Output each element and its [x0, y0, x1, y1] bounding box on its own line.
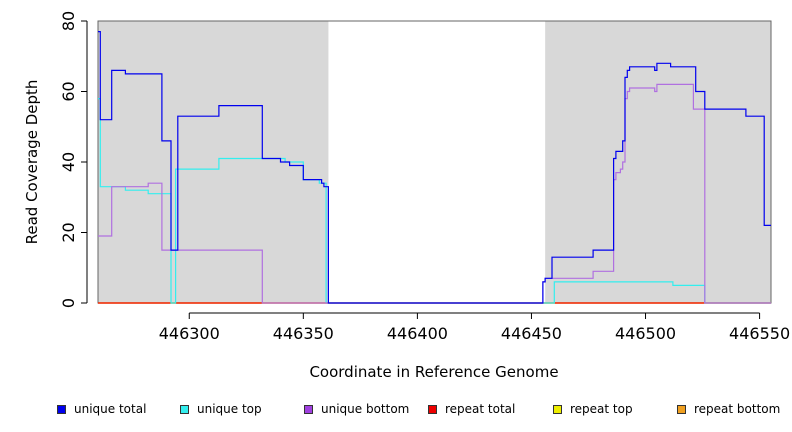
y-tick-label: 0 [59, 298, 78, 308]
legend-label: unique total [74, 402, 147, 416]
series-lines [98, 31, 771, 304]
x-tick-label: 446400 [387, 324, 448, 343]
shaded-region [545, 21, 771, 303]
legend-label: unique bottom [321, 402, 410, 416]
x-tick-label: 446500 [615, 324, 676, 343]
y-tick-label: 40 [59, 152, 78, 172]
series-line-unique-top [98, 97, 771, 304]
legend-swatch [304, 404, 313, 414]
series-line-unique-bottom [98, 83, 771, 304]
legend-item-repeat-bottom: repeat bottom [677, 400, 780, 418]
y-tick-label: 80 [59, 11, 78, 31]
legend-label: unique top [197, 402, 262, 416]
legend-item-unique-top: unique top [180, 400, 262, 418]
legend-item-repeat-total: repeat total [428, 400, 515, 418]
y-axis: 0 20 40 60 80 [59, 11, 88, 308]
legend-item-repeat-top: repeat top [553, 400, 633, 418]
x-tick-label: 446550 [729, 324, 790, 343]
legend-label: repeat total [445, 402, 516, 416]
x-tick-label: 446450 [501, 324, 562, 343]
legend-item-unique-total: unique total [57, 400, 146, 418]
legend-swatch [677, 404, 686, 414]
legend-swatch [180, 404, 189, 414]
series-line-unique-total [98, 31, 771, 304]
legend-swatch [428, 404, 437, 414]
y-tick-label: 20 [59, 222, 78, 242]
legend-swatch [57, 404, 66, 414]
y-tick-label: 60 [59, 81, 78, 101]
x-axis-title: Coordinate in Reference Genome [309, 363, 558, 381]
legend: unique total unique top unique bottom re… [0, 400, 792, 418]
legend-item-unique-bottom: unique bottom [304, 400, 409, 418]
x-tick-label: 446350 [273, 324, 334, 343]
x-tick-label: 446300 [159, 324, 220, 343]
legend-label: repeat bottom [694, 402, 781, 416]
y-axis-title: Read Coverage Depth [23, 80, 41, 245]
legend-swatch [553, 404, 562, 414]
legend-label: repeat top [570, 402, 633, 416]
x-axis: 446300 446350 446400 446450 446500 446550 [159, 312, 790, 343]
